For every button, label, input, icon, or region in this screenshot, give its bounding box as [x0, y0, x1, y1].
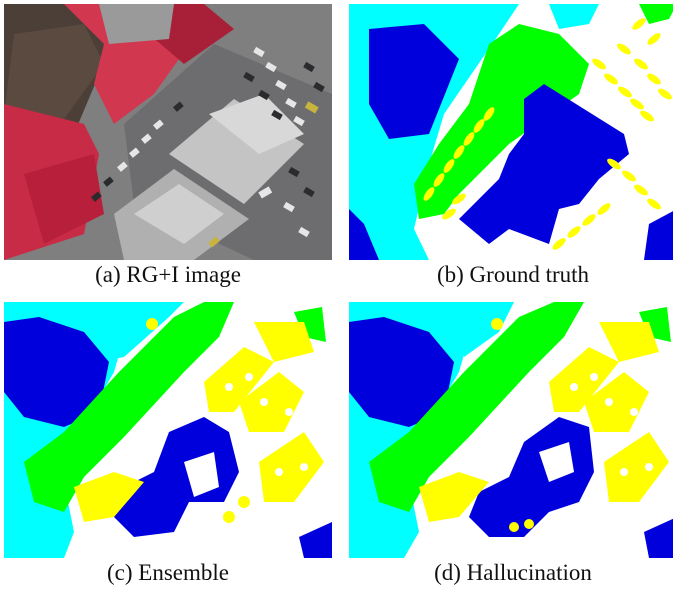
- ground-truth-map: [349, 4, 673, 260]
- caption-rgi-image: (a) RG+I image: [95, 262, 241, 287]
- ensemble-panel: [4, 302, 332, 558]
- ensemble-map: [4, 302, 332, 558]
- hallucination-panel: [349, 302, 673, 558]
- caption-hallucination: (d) Hallucination: [434, 560, 592, 585]
- caption-ensemble: (c) Ensemble: [107, 560, 229, 585]
- rgi-image-panel: [4, 4, 332, 260]
- hallucination-map: [349, 302, 673, 558]
- ground-truth-panel: [349, 4, 673, 260]
- caption-ground-truth: (b) Ground truth: [436, 262, 590, 287]
- rgi-image: [4, 4, 332, 260]
